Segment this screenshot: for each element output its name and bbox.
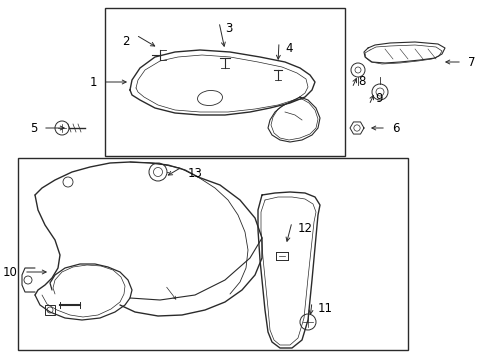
Text: 8: 8	[358, 75, 366, 88]
Text: 3: 3	[225, 22, 232, 35]
Text: 11: 11	[318, 302, 333, 315]
Text: 6: 6	[392, 122, 399, 135]
Bar	[18, 158, 408, 350]
Text: 9: 9	[375, 92, 383, 105]
Text: 12: 12	[298, 222, 313, 235]
Text: 10: 10	[3, 266, 18, 279]
Text: 13: 13	[188, 167, 203, 180]
Text: 7: 7	[468, 55, 475, 68]
Text: 2: 2	[122, 35, 130, 48]
Text: 1: 1	[90, 76, 97, 89]
Text: 5: 5	[29, 122, 37, 135]
Text: 4: 4	[285, 42, 293, 55]
Bar	[45, 305, 55, 315]
Bar	[105, 8, 345, 156]
